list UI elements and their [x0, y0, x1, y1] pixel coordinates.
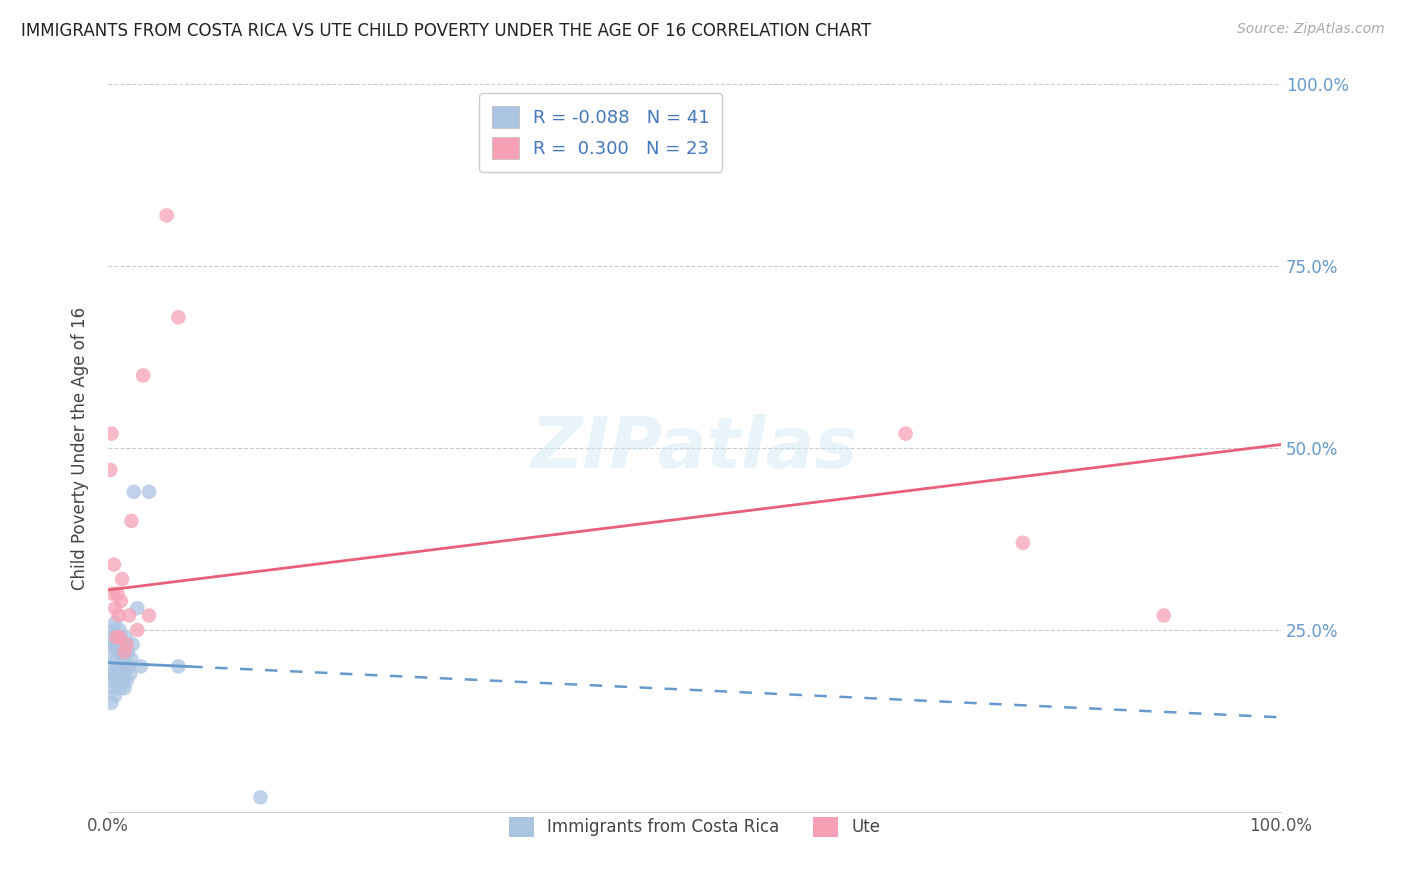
Point — [110, 659, 132, 673]
Point — [156, 208, 179, 222]
Point — [110, 630, 132, 644]
Point — [104, 601, 127, 615]
Point — [101, 666, 124, 681]
Point — [1012, 535, 1035, 549]
Point — [105, 673, 128, 688]
Point — [103, 681, 125, 696]
Point — [103, 623, 125, 637]
Point — [107, 608, 129, 623]
Point — [108, 630, 131, 644]
Point — [121, 638, 143, 652]
Point — [105, 659, 128, 673]
Point — [114, 659, 136, 673]
Point — [104, 615, 127, 630]
Point — [107, 645, 129, 659]
Point — [114, 630, 136, 644]
Point — [167, 659, 190, 673]
Point — [138, 484, 160, 499]
Point — [103, 558, 125, 572]
Text: ZIPatlas: ZIPatlas — [531, 414, 858, 483]
Legend: Immigrants from Costa Rica, Ute: Immigrants from Costa Rica, Ute — [502, 810, 887, 844]
Text: IMMIGRANTS FROM COSTA RICA VS UTE CHILD POVERTY UNDER THE AGE OF 16 CORRELATION : IMMIGRANTS FROM COSTA RICA VS UTE CHILD … — [21, 22, 872, 40]
Point — [98, 463, 121, 477]
Point — [118, 608, 141, 623]
Point — [249, 790, 271, 805]
Point — [100, 426, 122, 441]
Point — [101, 630, 124, 644]
Point — [115, 673, 138, 688]
Point — [111, 673, 134, 688]
Point — [111, 645, 134, 659]
Y-axis label: Child Poverty Under the Age of 16: Child Poverty Under the Age of 16 — [72, 307, 89, 590]
Point — [100, 638, 122, 652]
Point — [122, 484, 145, 499]
Point — [105, 630, 128, 644]
Point — [132, 368, 155, 383]
Point — [100, 696, 122, 710]
Text: Source: ZipAtlas.com: Source: ZipAtlas.com — [1237, 22, 1385, 37]
Point — [129, 659, 152, 673]
Point — [120, 666, 142, 681]
Point — [120, 514, 142, 528]
Point — [112, 666, 135, 681]
Point — [117, 645, 139, 659]
Point — [115, 638, 138, 652]
Point — [127, 601, 149, 615]
Point — [98, 673, 121, 688]
Point — [108, 623, 131, 637]
Point — [98, 659, 121, 673]
Point — [112, 638, 135, 652]
Point — [138, 608, 160, 623]
Point — [118, 659, 141, 673]
Point — [1153, 608, 1175, 623]
Point — [120, 652, 142, 666]
Point — [101, 587, 124, 601]
Point — [105, 652, 128, 666]
Point — [112, 681, 135, 696]
Point — [104, 689, 127, 703]
Point — [110, 594, 132, 608]
Point — [127, 623, 149, 637]
Point — [105, 638, 128, 652]
Point — [111, 572, 134, 586]
Point — [894, 426, 917, 441]
Point — [167, 310, 190, 325]
Point — [108, 681, 131, 696]
Point — [105, 587, 128, 601]
Point — [107, 666, 129, 681]
Point — [98, 645, 121, 659]
Point — [112, 652, 135, 666]
Point — [112, 645, 135, 659]
